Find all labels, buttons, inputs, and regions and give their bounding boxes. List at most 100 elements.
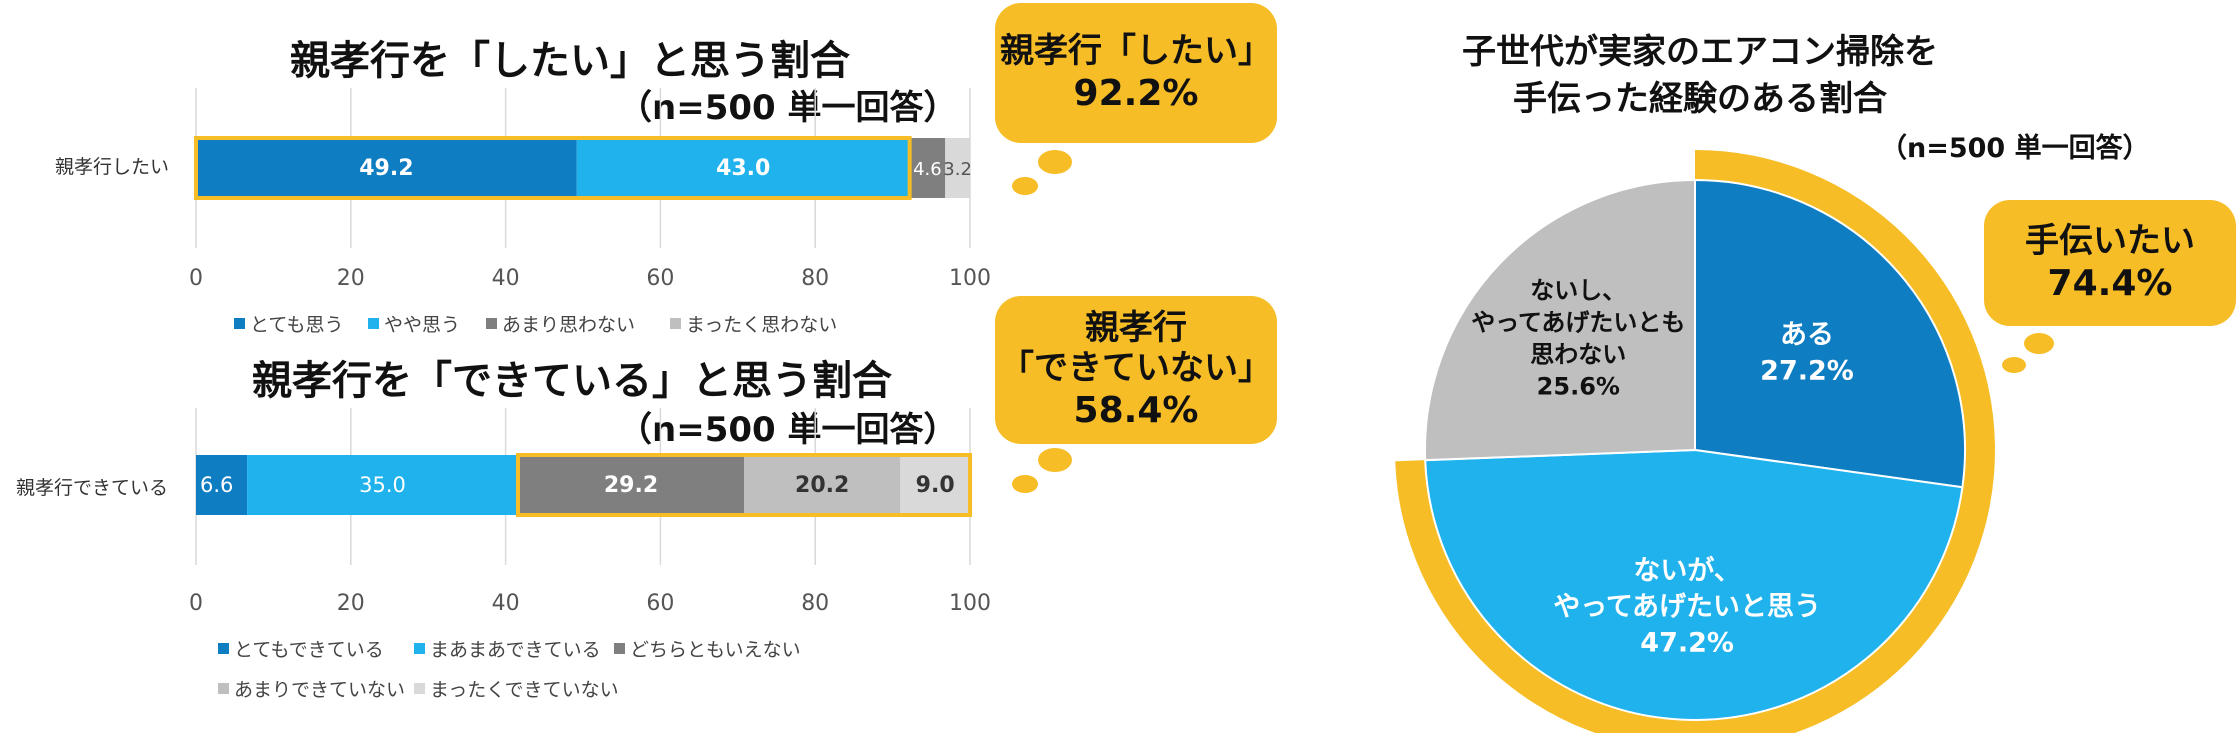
- slice-value-label: 47.2%: [1640, 627, 1734, 658]
- slice-label: ないし、: [1530, 277, 1626, 305]
- legend-swatch: [486, 318, 497, 329]
- legend-swatch: [614, 643, 625, 654]
- bar-segment: [196, 138, 577, 198]
- legend-swatch: [368, 318, 379, 329]
- legend-label: まったく思わない: [686, 314, 838, 336]
- bar-segment: [517, 455, 744, 515]
- legend-swatch: [218, 643, 229, 654]
- pie-callout-bubble: 手伝いたい 74.4%: [1984, 200, 2236, 326]
- pie-slice: [1424, 448, 1964, 721]
- chart2-legend-item: どちらともいえない: [614, 635, 801, 662]
- callout-dot: [2024, 333, 2054, 354]
- x-tick-label: 60: [646, 266, 674, 291]
- x-tick-label: 80: [801, 591, 829, 616]
- slice-label: ないが、: [1633, 554, 1740, 586]
- chart2-subtitle: （n=500 単一回答）: [618, 410, 958, 450]
- callout-dot: [2002, 357, 2026, 373]
- chart1-legend-item: とても思う: [234, 310, 343, 337]
- bar-segment: [247, 455, 518, 515]
- chart2-title: 親孝行を「できている」と思う割合: [252, 358, 892, 404]
- legend-label: あまり思わない: [502, 314, 636, 336]
- callout-dot: [1038, 150, 1072, 174]
- callout-text: 手伝いたい: [2025, 221, 2195, 261]
- callout-value: 58.4%: [1073, 390, 1199, 432]
- x-tick-label: 20: [337, 266, 365, 291]
- chart2-legend-item: まったくできていない: [414, 675, 619, 702]
- chart1-legend-item: まったく思わない: [670, 310, 837, 337]
- callout-dot: [1038, 448, 1072, 472]
- chart1-legend-item: やや思う: [368, 310, 460, 337]
- bar-segment: [576, 138, 910, 198]
- highlight-outline: [515, 453, 972, 517]
- x-tick-label: 0: [189, 591, 203, 616]
- pie-title-line2: 手伝った経験のある割合: [1513, 79, 1887, 119]
- x-tick-label: 20: [337, 591, 365, 616]
- callout-text: 親孝行: [1085, 307, 1187, 348]
- pie-slice: [1694, 178, 1966, 489]
- legend-label: とても思う: [250, 314, 344, 336]
- x-tick-label: 100: [949, 591, 991, 616]
- pie-title-line1: 子世代が実家のエアコン掃除を: [1462, 32, 1938, 72]
- chart1-subtitle: （n=500 単一回答）: [618, 88, 958, 128]
- highlight-outline: [194, 136, 912, 200]
- data-label: 9.0: [916, 473, 955, 498]
- chart2-legend-item: まあまあできている: [414, 635, 601, 662]
- bar-segment: [196, 455, 248, 515]
- chart1-category-label: 親孝行したい: [55, 156, 170, 178]
- data-label: 3.2: [943, 159, 972, 180]
- chart2-legend-item: とてもできている: [218, 635, 384, 662]
- x-tick-label: 40: [492, 591, 520, 616]
- chart2-category-label: 親孝行できている: [16, 477, 169, 499]
- x-tick-label: 80: [801, 266, 829, 291]
- x-tick-label: 100: [949, 266, 991, 291]
- data-label: 49.2: [359, 156, 413, 181]
- chart1-legend-item: あまり思わない: [486, 310, 635, 337]
- legend-swatch: [218, 683, 229, 694]
- bar-segment: [909, 138, 946, 198]
- legend-swatch: [414, 643, 425, 654]
- pie-slice: [1424, 178, 1696, 462]
- chart2-legend-item: あまりできていない: [218, 675, 405, 702]
- legend-label: どちらともいえない: [630, 639, 801, 661]
- legend-label: あまりできていない: [234, 679, 406, 701]
- legend-swatch: [670, 318, 681, 329]
- legend-label: まあまあできている: [430, 639, 601, 661]
- bar-segment: [945, 138, 970, 198]
- legend-swatch: [414, 683, 425, 694]
- data-label: 6.6: [200, 473, 233, 497]
- chart1-callout-bubble: 親孝行「したい」 92.2%: [995, 3, 1277, 143]
- data-label: 20.2: [795, 473, 849, 498]
- x-tick-label: 60: [646, 591, 674, 616]
- slice-value-label: 27.2%: [1760, 355, 1854, 386]
- slice-label: ある: [1780, 319, 1834, 350]
- data-label: 29.2: [604, 473, 658, 498]
- x-tick-label: 40: [492, 266, 520, 291]
- legend-label: まったくできていない: [430, 679, 619, 701]
- legend-label: とてもできている: [234, 639, 384, 661]
- chart2-callout-bubble: 親孝行 「できていない」 58.4%: [995, 296, 1277, 444]
- data-label: 35.0: [359, 473, 406, 497]
- callout-value: 74.4%: [2047, 262, 2173, 304]
- callout-text: 親孝行「したい」: [1000, 31, 1272, 71]
- callout-dot: [1012, 475, 1038, 493]
- x-tick-label: 0: [189, 266, 203, 291]
- bar-segment: [900, 455, 970, 515]
- slice-label: やってあげたいと思う: [1553, 591, 1821, 622]
- data-label: 4.6: [913, 159, 942, 180]
- chart1-title: 親孝行を「したい」と思う割合: [290, 38, 850, 84]
- legend-label: やや思う: [384, 314, 461, 336]
- slice-label: やってあげたいとも: [1471, 309, 1685, 337]
- slice-value-label: 25.6%: [1537, 373, 1620, 401]
- slice-label: 思わない: [1530, 341, 1626, 369]
- data-label: 43.0: [716, 156, 770, 181]
- bar-segment: [743, 455, 901, 515]
- legend-swatch: [234, 318, 245, 329]
- callout-dot: [1012, 177, 1038, 195]
- pie-subtitle: （n=500 単一回答）: [1880, 133, 2150, 164]
- callout-text: 「できていない」: [1000, 348, 1272, 389]
- callout-value: 92.2%: [1073, 72, 1199, 114]
